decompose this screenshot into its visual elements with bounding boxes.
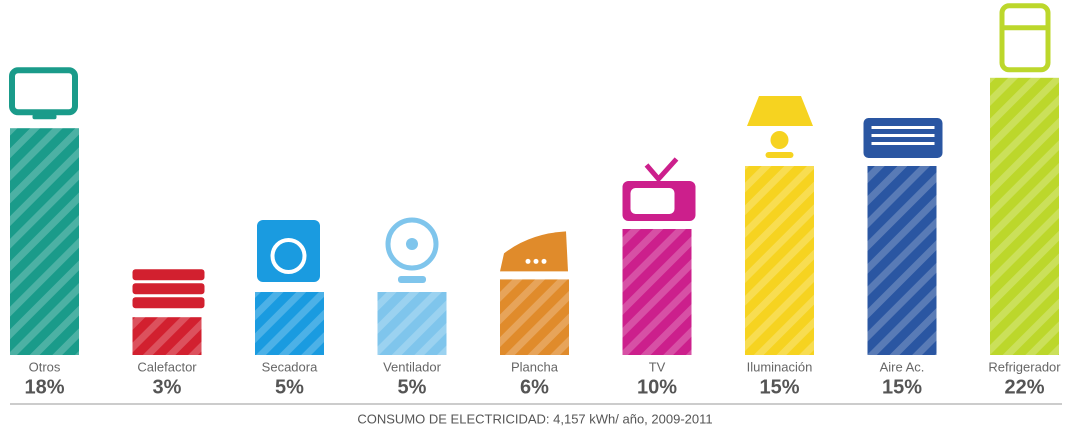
icon (871, 134, 935, 137)
icon (132, 297, 205, 309)
category-label: Calefactor (137, 359, 197, 374)
icon (533, 258, 539, 264)
bar (132, 317, 202, 355)
icon (270, 238, 307, 274)
icon (525, 258, 531, 264)
value-label: 3% (153, 376, 182, 398)
icon (132, 269, 205, 281)
icon (871, 126, 935, 129)
icon (398, 276, 426, 283)
value-label: 15% (882, 376, 922, 398)
icon (132, 283, 205, 295)
bar (255, 292, 324, 355)
icon (541, 258, 547, 264)
icon (500, 231, 568, 272)
category-label: Plancha (511, 359, 559, 374)
icon (630, 188, 675, 214)
bar (500, 279, 569, 355)
category-label: Refrigerador (988, 359, 1061, 374)
category-label: TV (649, 359, 666, 374)
icon (9, 67, 78, 116)
value-label: 6% (520, 376, 549, 398)
value-label: 5% (398, 376, 427, 398)
value-label: 10% (637, 376, 677, 398)
bar (990, 77, 1059, 356)
icon (644, 157, 679, 183)
bar (745, 166, 814, 355)
icon (257, 220, 320, 282)
value-label: 15% (759, 376, 799, 398)
icon (770, 131, 789, 149)
bar (622, 229, 692, 355)
icon (747, 96, 813, 126)
bar (867, 166, 937, 355)
icon (406, 238, 418, 250)
category-label: Secadora (262, 359, 318, 374)
icon (863, 118, 943, 158)
value-label: 18% (24, 376, 64, 398)
caption: CONSUMO DE ELECTRICIDAD: 4,157 kWh/ año,… (357, 411, 712, 426)
category-label: Aire Ac. (880, 359, 925, 374)
icon (32, 114, 57, 120)
bar (377, 292, 447, 355)
bar (10, 128, 79, 355)
icon (765, 152, 794, 158)
category-label: Otros (29, 359, 61, 374)
category-label: Iluminación (747, 359, 813, 374)
value-label: 22% (1004, 376, 1044, 398)
icon (385, 217, 439, 271)
icon (999, 3, 1051, 73)
value-label: 5% (275, 376, 304, 398)
icon (871, 142, 935, 145)
category-label: Ventilador (383, 359, 441, 374)
